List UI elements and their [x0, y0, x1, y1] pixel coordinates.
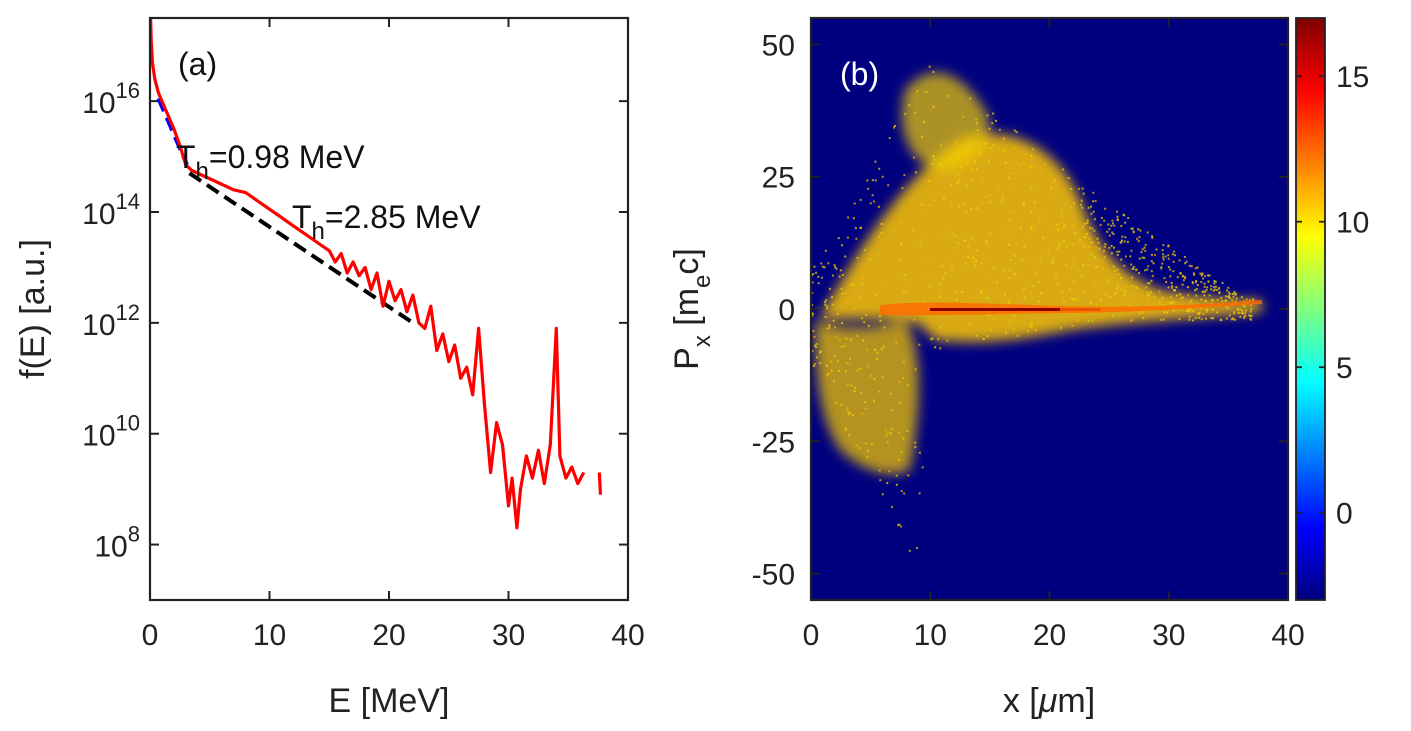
y-tick-labels-a: 108 1010 1012 1014 1016	[82, 78, 140, 563]
spectrum-series-2	[597, 472, 603, 495]
colorbar-gradient	[1295, 17, 1326, 601]
particle-speckle	[811, 65, 1255, 552]
x-tick-label-b: 10	[914, 619, 947, 652]
y-tick-label-b: 0	[778, 294, 795, 327]
density-ridge	[930, 308, 1060, 311]
y-tick-label-a: 1014	[82, 189, 140, 231]
x-tick-label-a: 0	[142, 619, 159, 652]
density-blob-main	[820, 133, 1262, 342]
x-tick-label-a: 20	[372, 619, 405, 652]
x-axis-label-b: x [μm]	[1003, 682, 1095, 720]
x-tick-label-b: 30	[1152, 619, 1185, 652]
x-tick-label-b: 20	[1033, 619, 1066, 652]
x-tick-label-a: 40	[611, 619, 644, 652]
density-blob-top	[901, 72, 989, 170]
density-core	[880, 300, 1262, 316]
x-tick-label-b: 40	[1271, 619, 1304, 652]
colorbar: 15 10 5 0	[1295, 17, 1369, 601]
colorbar-tick-label: 0	[1336, 498, 1353, 531]
fit-line-1	[156, 97, 189, 166]
y-tick-labels-b: 50 25 0 -25 -50	[752, 29, 795, 591]
density-blob-lower-left	[815, 320, 919, 474]
y-axis-label-a: f(E) [a.u.]	[14, 239, 52, 379]
x-tick-labels-a: 0 10 20 30 40	[142, 619, 645, 652]
y-tick-label-b: 25	[762, 162, 795, 195]
density-ridge-tail	[1060, 308, 1100, 311]
fit-annotations: Th=0.98 MeV Th=2.85 MeV	[176, 139, 481, 245]
x-tick-label-b: 0	[803, 619, 820, 652]
y-tick-label-a: 108	[94, 522, 140, 564]
colorbar-tick-label: 15	[1336, 61, 1369, 94]
x-tick-labels-b: 0 10 20 30 40	[803, 619, 1305, 652]
y-tick-label-b: -50	[752, 559, 795, 592]
phase-space-density	[811, 65, 1262, 552]
spectrum-curves	[150, 18, 603, 530]
panel-label-b: (b)	[840, 56, 879, 92]
fit-label-2: Th=2.85 MeV	[292, 199, 481, 245]
colorbar-tick-label: 5	[1336, 352, 1353, 385]
x-axis-label-a: E [MeV]	[329, 682, 450, 720]
y-tick-label-a: 1012	[82, 300, 140, 342]
plot-frame-b	[809, 16, 1290, 602]
colorbar-tick-label: 10	[1336, 207, 1369, 240]
y-tick-label-b: -25	[752, 426, 795, 459]
energy-spectrum-panel: (a) 108 1010 1012 1014 1016 0 10 20 30 40 Th=0.9…	[14, 16, 645, 720]
spectrum-series-1	[150, 18, 586, 530]
y-axis-label-b: Px [mec]	[668, 248, 716, 370]
y-tick-label-b: 50	[762, 29, 795, 62]
y-tick-label-a: 1010	[82, 411, 140, 453]
x-tick-label-a: 30	[492, 619, 525, 652]
panel-label-a: (a)	[178, 46, 217, 82]
y-tick-label-a: 1016	[82, 78, 140, 120]
fit-line-2	[188, 171, 415, 325]
plot-frame-a	[148, 16, 630, 602]
fit-label-1: Th=0.98 MeV	[176, 139, 365, 185]
x-tick-label-a: 10	[253, 619, 286, 652]
